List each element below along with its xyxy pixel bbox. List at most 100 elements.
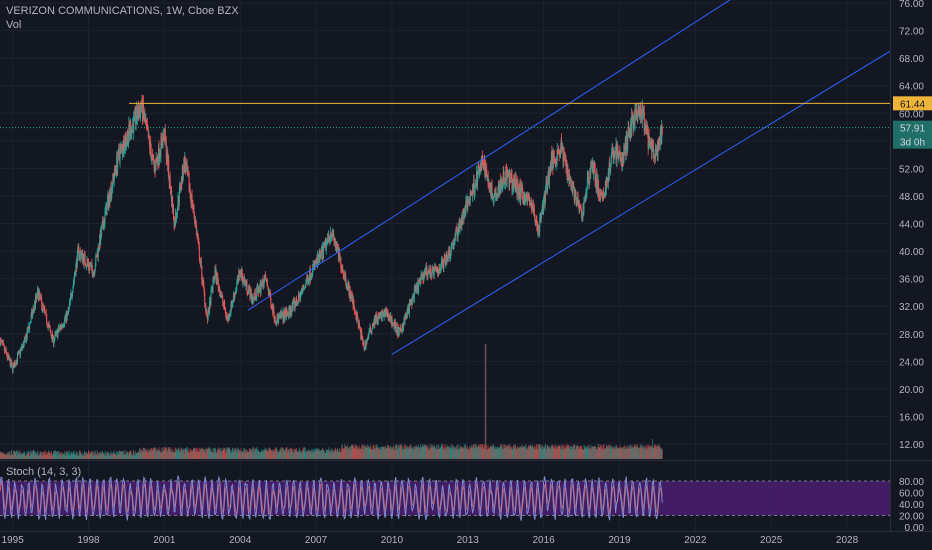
candle-body: [234, 292, 236, 294]
candle-body: [604, 183, 606, 197]
candle-body: [198, 246, 200, 260]
volume-bar: [485, 344, 487, 459]
candle-body: [507, 174, 509, 176]
resistance-price-tag: [893, 96, 932, 111]
candle-body: [114, 165, 116, 176]
candle-body: [81, 253, 83, 256]
candle-body: [130, 124, 132, 137]
candle-body: [53, 341, 55, 345]
candle-body: [182, 166, 184, 179]
candle-body: [661, 127, 663, 134]
volume-bar: [56, 451, 58, 459]
candle-body: [439, 271, 441, 274]
candle-body: [454, 233, 456, 240]
candle-body: [340, 258, 342, 269]
candle-body: [217, 277, 219, 282]
candle-body: [530, 200, 532, 208]
candle-body: [394, 321, 396, 323]
candle-body: [283, 310, 285, 320]
candle-body: [487, 174, 489, 176]
candle-body: [98, 246, 100, 251]
candle-body: [86, 260, 88, 266]
candle-body: [572, 187, 574, 192]
candle-body: [241, 268, 243, 277]
candle-body: [208, 312, 210, 314]
candle-body: [479, 167, 481, 173]
candle-body: [239, 271, 241, 277]
time-tick-label: 2010: [381, 535, 404, 546]
candle-body: [544, 202, 546, 205]
candle-body: [304, 285, 306, 288]
candle-body: [373, 320, 375, 326]
candle-body: [640, 105, 642, 115]
candle-body: [418, 280, 420, 284]
candle-body: [472, 185, 474, 196]
candle-body: [352, 296, 354, 304]
candle-body: [462, 209, 464, 214]
candle-body: [106, 203, 108, 216]
candle-body: [195, 221, 197, 226]
candle-body: [644, 128, 646, 131]
candle-body: [570, 185, 572, 187]
candle-body: [176, 207, 178, 215]
channel-lower-line[interactable]: [391, 50, 891, 355]
candle-body: [151, 154, 153, 159]
candle-body: [553, 156, 555, 159]
candle-body: [586, 177, 588, 187]
candle-body: [410, 300, 412, 302]
candle-body: [64, 318, 66, 325]
candle-body: [543, 197, 545, 210]
candle-body: [402, 324, 404, 330]
candle-body: [125, 137, 127, 145]
candle-body: [345, 275, 347, 282]
candle-body: [3, 346, 5, 351]
candle-body: [408, 302, 410, 314]
candle-body: [222, 302, 224, 304]
candle-body: [0, 339, 1, 346]
candle-body: [564, 153, 566, 158]
candle-body: [151, 158, 153, 161]
candle-body: [383, 311, 385, 318]
candle-body: [356, 313, 358, 318]
candle-body: [342, 269, 344, 271]
candle-body: [305, 283, 307, 286]
candle-body: [613, 155, 615, 159]
candle-body: [623, 146, 625, 163]
candle-body: [617, 145, 619, 155]
price-tick-label: 12.00: [899, 440, 924, 451]
candle-body: [236, 283, 238, 290]
candle-body: [269, 291, 271, 298]
time-tick-label: 2028: [836, 535, 859, 546]
candle-body: [495, 193, 497, 198]
candle-body: [429, 265, 431, 271]
candle-body: [440, 267, 442, 269]
candle-body: [193, 214, 195, 218]
candle-body: [635, 108, 637, 113]
time-axis[interactable]: 1995 1998 2001 2004 2007 2010 2013 2016 2019 2022…: [2, 535, 859, 546]
price-axis[interactable]: 12.00 16.00 20.00 24.00 28.00 32.00 36.00 40.00…: [899, 0, 924, 451]
candle-body: [563, 147, 565, 154]
candle-body: [545, 181, 547, 187]
candle-body: [442, 263, 444, 265]
candle-body: [34, 297, 36, 307]
candle-body: [131, 127, 133, 135]
candle-body: [403, 317, 405, 324]
candle-body: [578, 203, 580, 208]
candle-body: [73, 279, 75, 283]
candle-body: [541, 211, 543, 217]
candle-body: [455, 231, 457, 236]
candle-body: [603, 195, 605, 196]
candle-body: [157, 157, 159, 161]
candle-body: [453, 241, 455, 246]
candle-body: [199, 259, 201, 264]
candle-body: [540, 216, 542, 222]
candle-body: [612, 148, 614, 150]
candle-body: [384, 311, 386, 313]
channel-upper-line[interactable]: [247, 0, 736, 311]
candle-body: [585, 193, 587, 202]
candle-body: [45, 312, 47, 315]
candle-body: [47, 325, 49, 328]
candle-body: [28, 326, 30, 328]
